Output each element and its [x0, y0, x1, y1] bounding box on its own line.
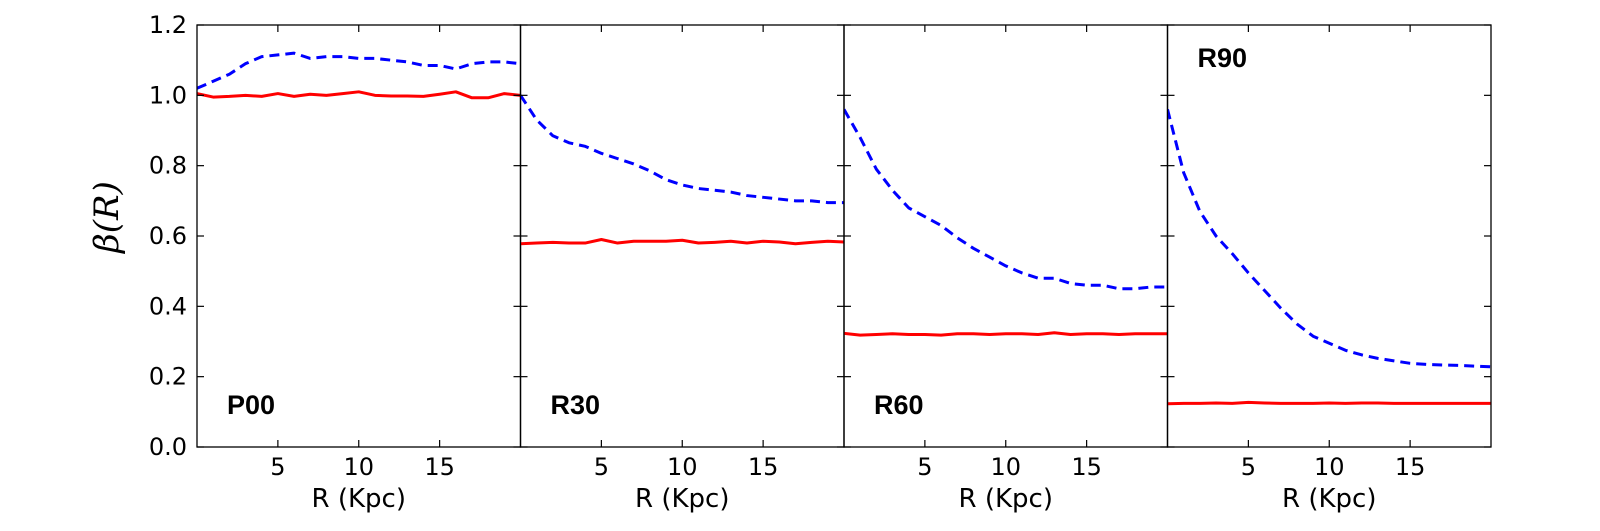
series-line-dashed-p00	[197, 51, 521, 90]
x-tick-label: 15	[424, 453, 455, 481]
panel-frame-p00	[196, 24, 522, 448]
series-line-dashed-r90	[1167, 109, 1491, 369]
panel-label-r90: R90	[1198, 43, 1248, 73]
panel-label-r30: R30	[551, 390, 601, 420]
x-tick-label: 15	[1071, 453, 1102, 481]
series-line-solid-r60	[844, 331, 1168, 337]
x-axis-label-r60: R (Kpc)	[959, 484, 1053, 514]
x-tick-label: 10	[343, 453, 374, 481]
y-tick-label: 1.2	[149, 11, 187, 39]
series-line-dashed-r60	[844, 108, 1168, 291]
panel-p00: 0.0 0.2 0.4 0.6 0.8 1.0 1.2 5 10 15 R (Kpc) P00	[149, 11, 522, 514]
panels: 0.0 0.2 0.4 0.6 0.8 1.0 1.2 5 10 15 R (Kpc) P00 5 10 1…	[149, 11, 1492, 514]
panel-r90: 5 10 15 R (Kpc) R90	[1166, 24, 1492, 514]
panel-frame-r30	[519, 24, 845, 448]
x-tick-label: 5	[594, 453, 609, 481]
y-tick-label: 0.4	[149, 292, 187, 320]
x-tick-label: 5	[1241, 453, 1256, 481]
y-axis-label: β(R)	[87, 181, 127, 255]
panel-label-p00: P00	[227, 390, 275, 420]
x-axis-label-r90: R (Kpc)	[1282, 484, 1376, 514]
x-tick-label: 5	[917, 453, 932, 481]
x-axis-label-p00: R (Kpc)	[312, 484, 406, 514]
y-tick-label: 0.8	[149, 152, 187, 180]
y-tick-label: 0.6	[149, 222, 187, 250]
panel-r60: 5 10 15 R (Kpc) R60	[843, 24, 1169, 514]
y-tick-label: 0.0	[149, 433, 187, 461]
x-tick-label: 5	[270, 453, 285, 481]
series-line-solid-p00	[197, 90, 521, 100]
series-line-dashed-r30	[520, 94, 844, 205]
y-tick-label: 1.0	[149, 81, 187, 109]
x-axis-label-r30: R (Kpc)	[635, 484, 729, 514]
series-line-solid-r90	[1167, 400, 1491, 406]
series-line-solid-r30	[520, 238, 844, 246]
x-tick-label: 10	[667, 453, 698, 481]
x-tick-label: 15	[1395, 453, 1426, 481]
x-tick-label: 15	[748, 453, 779, 481]
panel-r30: 5 10 15 R (Kpc) R30	[519, 24, 845, 514]
panel-label-r60: R60	[874, 390, 924, 420]
x-tick-label: 10	[1314, 453, 1345, 481]
y-tick-label: 0.2	[149, 363, 187, 391]
panel-frame-r60	[843, 24, 1169, 448]
x-tick-label: 10	[990, 453, 1021, 481]
